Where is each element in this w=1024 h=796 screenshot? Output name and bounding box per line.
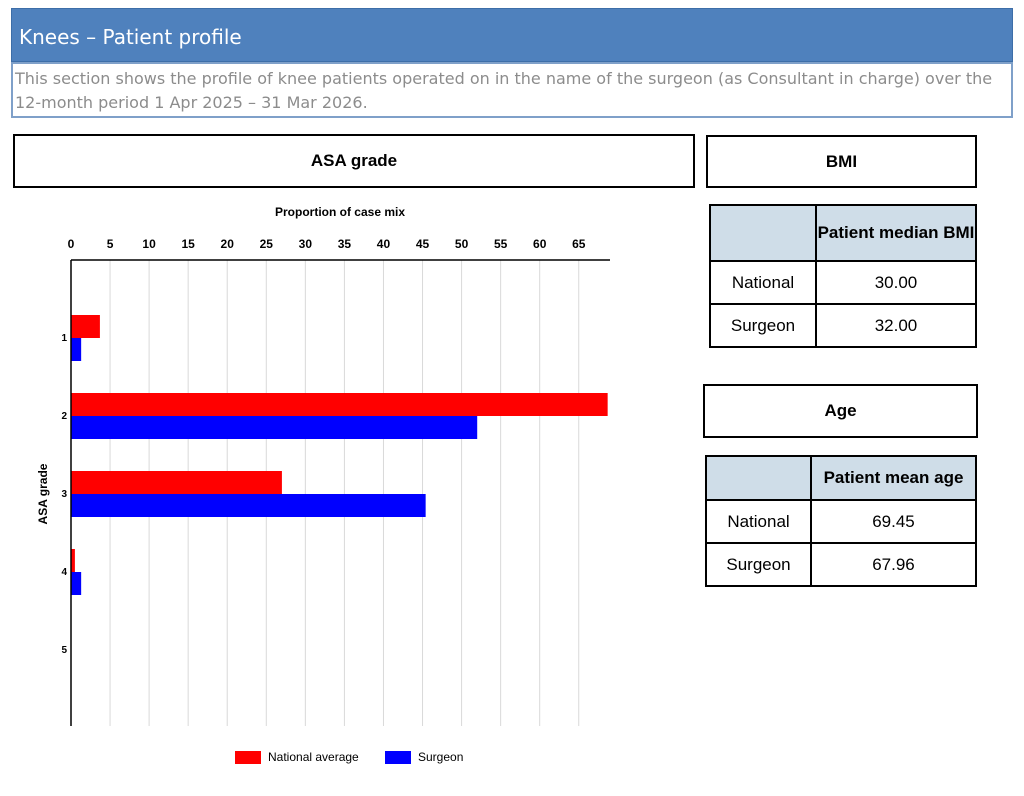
age-column-header: Patient mean age [810, 455, 977, 501]
x-tick-label: 0 [68, 237, 75, 251]
legend-item-surgeon: Surgeon [385, 748, 463, 766]
x-tick-label: 20 [221, 237, 235, 251]
y-tick-label: 5 [61, 645, 67, 656]
x-tick-label: 5 [107, 237, 114, 251]
age-value-national: 69.45 [810, 499, 977, 544]
table-row: Surgeon 67.96 [705, 542, 977, 587]
bar-national-asa-4 [71, 549, 75, 572]
intro-box: This section shows the profile of knee p… [11, 62, 1013, 118]
x-axis-title: Proportion of case mix [275, 205, 405, 219]
bar-national-asa-3 [71, 471, 282, 494]
legend-swatch-surgeon [385, 750, 411, 764]
asa-grade-title: ASA grade [13, 134, 695, 188]
intro-text: This section shows the profile of knee p… [15, 69, 993, 112]
x-tick-label: 60 [533, 237, 547, 251]
bar-national-asa-2 [71, 393, 608, 416]
y-axis-title: ASA grade [36, 463, 50, 524]
bar-surgeon-asa-1 [71, 338, 82, 361]
bmi-table: Patient median BMI National 30.00 Surgeo… [709, 204, 977, 348]
x-tick-label: 40 [377, 237, 391, 251]
y-tick-label: 3 [61, 489, 67, 500]
x-tick-label: 50 [455, 237, 469, 251]
x-tick-label: 55 [494, 237, 508, 251]
bmi-value-national: 30.00 [815, 260, 977, 305]
legend-label-national: National average [268, 750, 359, 764]
y-tick-label: 4 [61, 567, 67, 578]
table-row: National 69.45 [705, 499, 977, 544]
bmi-row-label-surgeon: Surgeon [709, 303, 817, 348]
age-title: Age [703, 384, 978, 438]
bmi-title: BMI [706, 135, 977, 188]
x-tick-label: 35 [338, 237, 352, 251]
table-row: Surgeon 32.00 [709, 303, 977, 348]
x-tick-label: 10 [142, 237, 156, 251]
legend-label-surgeon: Surgeon [418, 750, 464, 764]
age-row-label-surgeon: Surgeon [705, 542, 812, 587]
x-tick-label: 45 [416, 237, 430, 251]
bar-surgeon-asa-3 [71, 494, 426, 517]
legend-swatch-national [235, 750, 261, 764]
x-tick-label: 15 [181, 237, 195, 251]
bmi-table-corner [709, 204, 817, 262]
table-row: National 30.00 [709, 260, 977, 305]
x-tick-label: 65 [572, 237, 586, 251]
bmi-row-label-national: National [709, 260, 817, 305]
section-header: Knees – Patient profile [11, 8, 1013, 62]
chart-bars [71, 315, 608, 595]
x-tick-label: 30 [299, 237, 313, 251]
y-tick-label: 1 [61, 333, 67, 344]
age-table: Patient mean age National 69.45 Surgeon … [705, 455, 977, 587]
bar-surgeon-asa-4 [71, 572, 82, 595]
bmi-column-header: Patient median BMI [815, 204, 977, 262]
section-title: Knees – Patient profile [19, 25, 242, 49]
bar-national-asa-1 [71, 315, 100, 338]
x-tick-label: 25 [260, 237, 274, 251]
bmi-value-surgeon: 32.00 [815, 303, 977, 348]
age-value-surgeon: 67.96 [810, 542, 977, 587]
age-table-corner [705, 455, 812, 501]
bar-surgeon-asa-2 [71, 416, 478, 439]
legend-item-national: National average [235, 748, 359, 766]
y-tick-label: 2 [61, 411, 67, 422]
age-row-label-national: National [705, 499, 812, 544]
